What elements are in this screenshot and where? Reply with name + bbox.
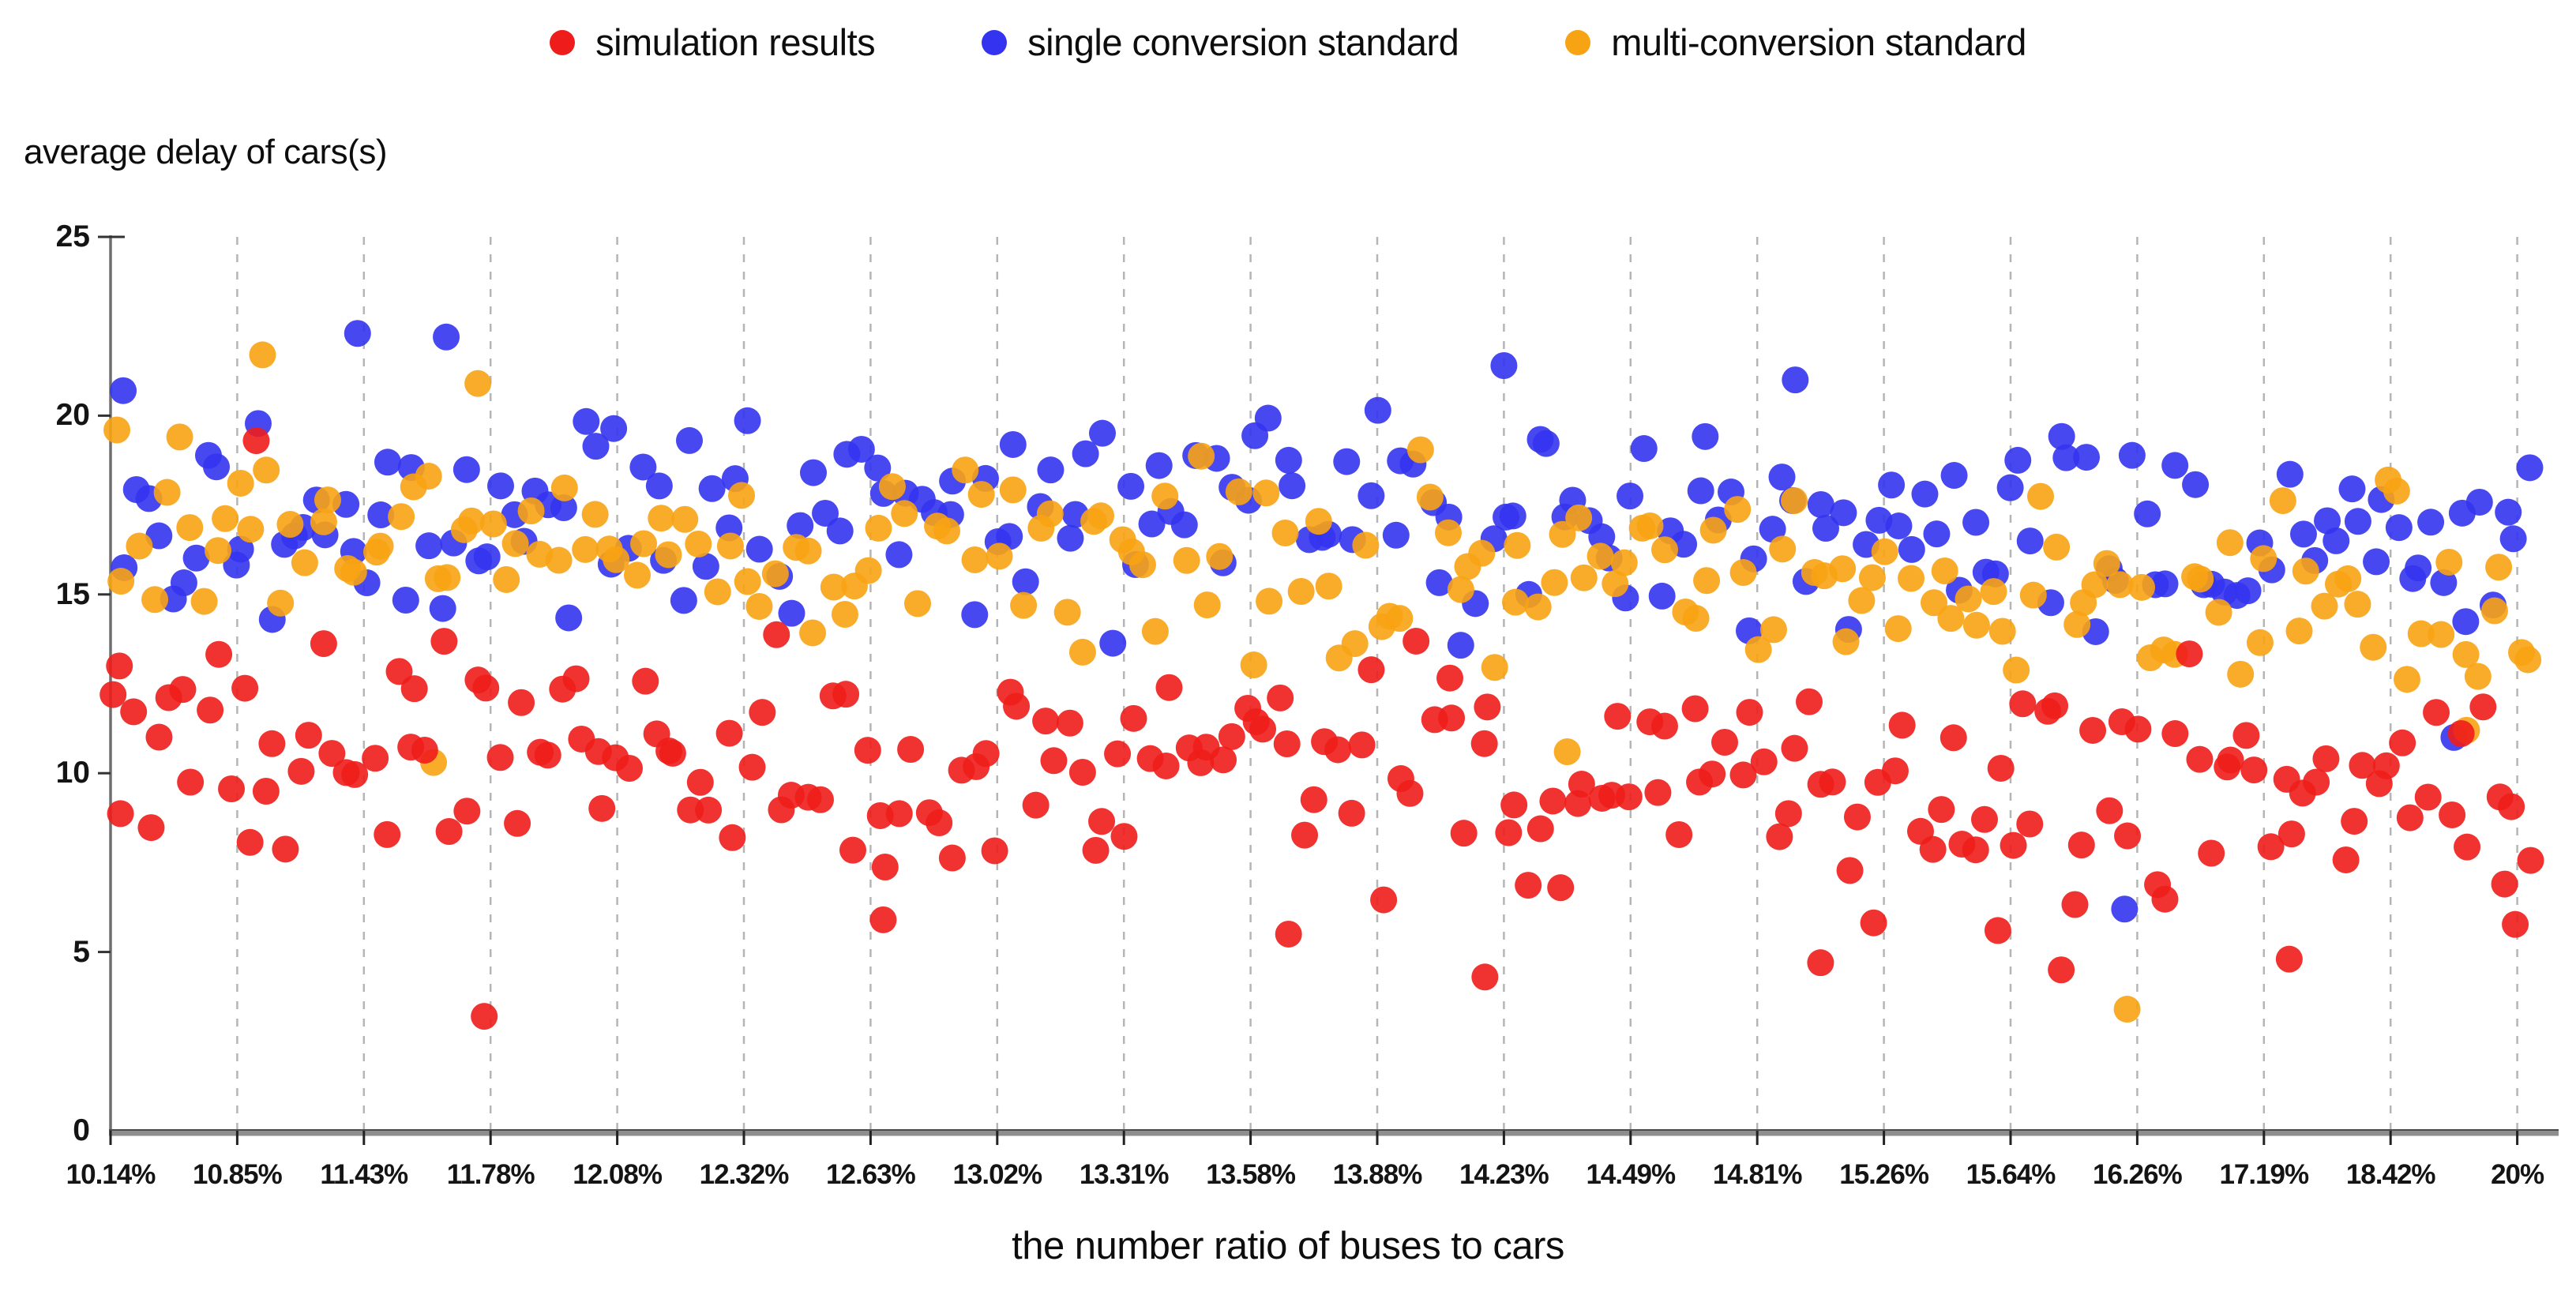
legend-label: single conversion standard (1027, 21, 1459, 63)
x-tick-label: 13.88% (1332, 1159, 1423, 1190)
x-tick-label: 13.02% (952, 1159, 1042, 1190)
chart-legend: simulation results single conversion sta… (0, 24, 2576, 61)
legend-item-single-conversion-standard: single conversion standard (982, 24, 1459, 61)
x-tick-label: 17.19% (2219, 1159, 2309, 1190)
y-tick-label: 5 (73, 934, 90, 969)
y-axis-title: average delay of cars(s) (24, 133, 388, 171)
blue-dot-icon (982, 29, 1008, 55)
legend-label: simulation results (595, 21, 876, 63)
y-tick-label: 20 (55, 398, 90, 433)
x-tick-label: 14.23% (1459, 1159, 1549, 1190)
x-tick-label: 13.31% (1079, 1159, 1170, 1190)
orange-dot-icon (1565, 29, 1591, 55)
x-axis-title: the number ratio of buses to cars (1012, 1225, 1564, 1267)
legend-label: multi-conversion standard (1611, 21, 2026, 63)
y-tick-label: 0 (73, 1113, 90, 1147)
x-tick-label: 12.32% (699, 1159, 790, 1190)
red-dot-icon (550, 29, 576, 55)
x-tick-label: 13.58% (1206, 1159, 1296, 1190)
x-tick-label: 15.26% (1839, 1159, 1929, 1190)
x-tick-label: 20% (2491, 1159, 2544, 1190)
x-tick-label: 11.78% (446, 1159, 535, 1190)
x-tick-label: 10.85% (193, 1159, 283, 1190)
x-tick-label: 12.63% (826, 1159, 916, 1190)
x-tick-label: 14.49% (1586, 1159, 1676, 1190)
x-tick-label: 12.08% (573, 1159, 663, 1190)
y-tick-label: 25 (55, 220, 90, 253)
y-tick-label: 10 (55, 756, 90, 790)
y-tick-label: 15 (55, 576, 90, 611)
x-tick-label: 14.81% (1712, 1159, 1803, 1190)
x-tick-label: 18.42% (2345, 1159, 2436, 1190)
x-tick-label: 11.43% (320, 1159, 408, 1190)
x-tick-label: 16.26% (2093, 1159, 2183, 1190)
legend-item-simulation-results: simulation results (550, 21, 876, 63)
x-tick-label: 10.14% (66, 1159, 156, 1190)
x-tick-label: 15.64% (1966, 1159, 2056, 1190)
legend-item-multi-conversion-standard: multi-conversion standard (1565, 24, 2026, 61)
